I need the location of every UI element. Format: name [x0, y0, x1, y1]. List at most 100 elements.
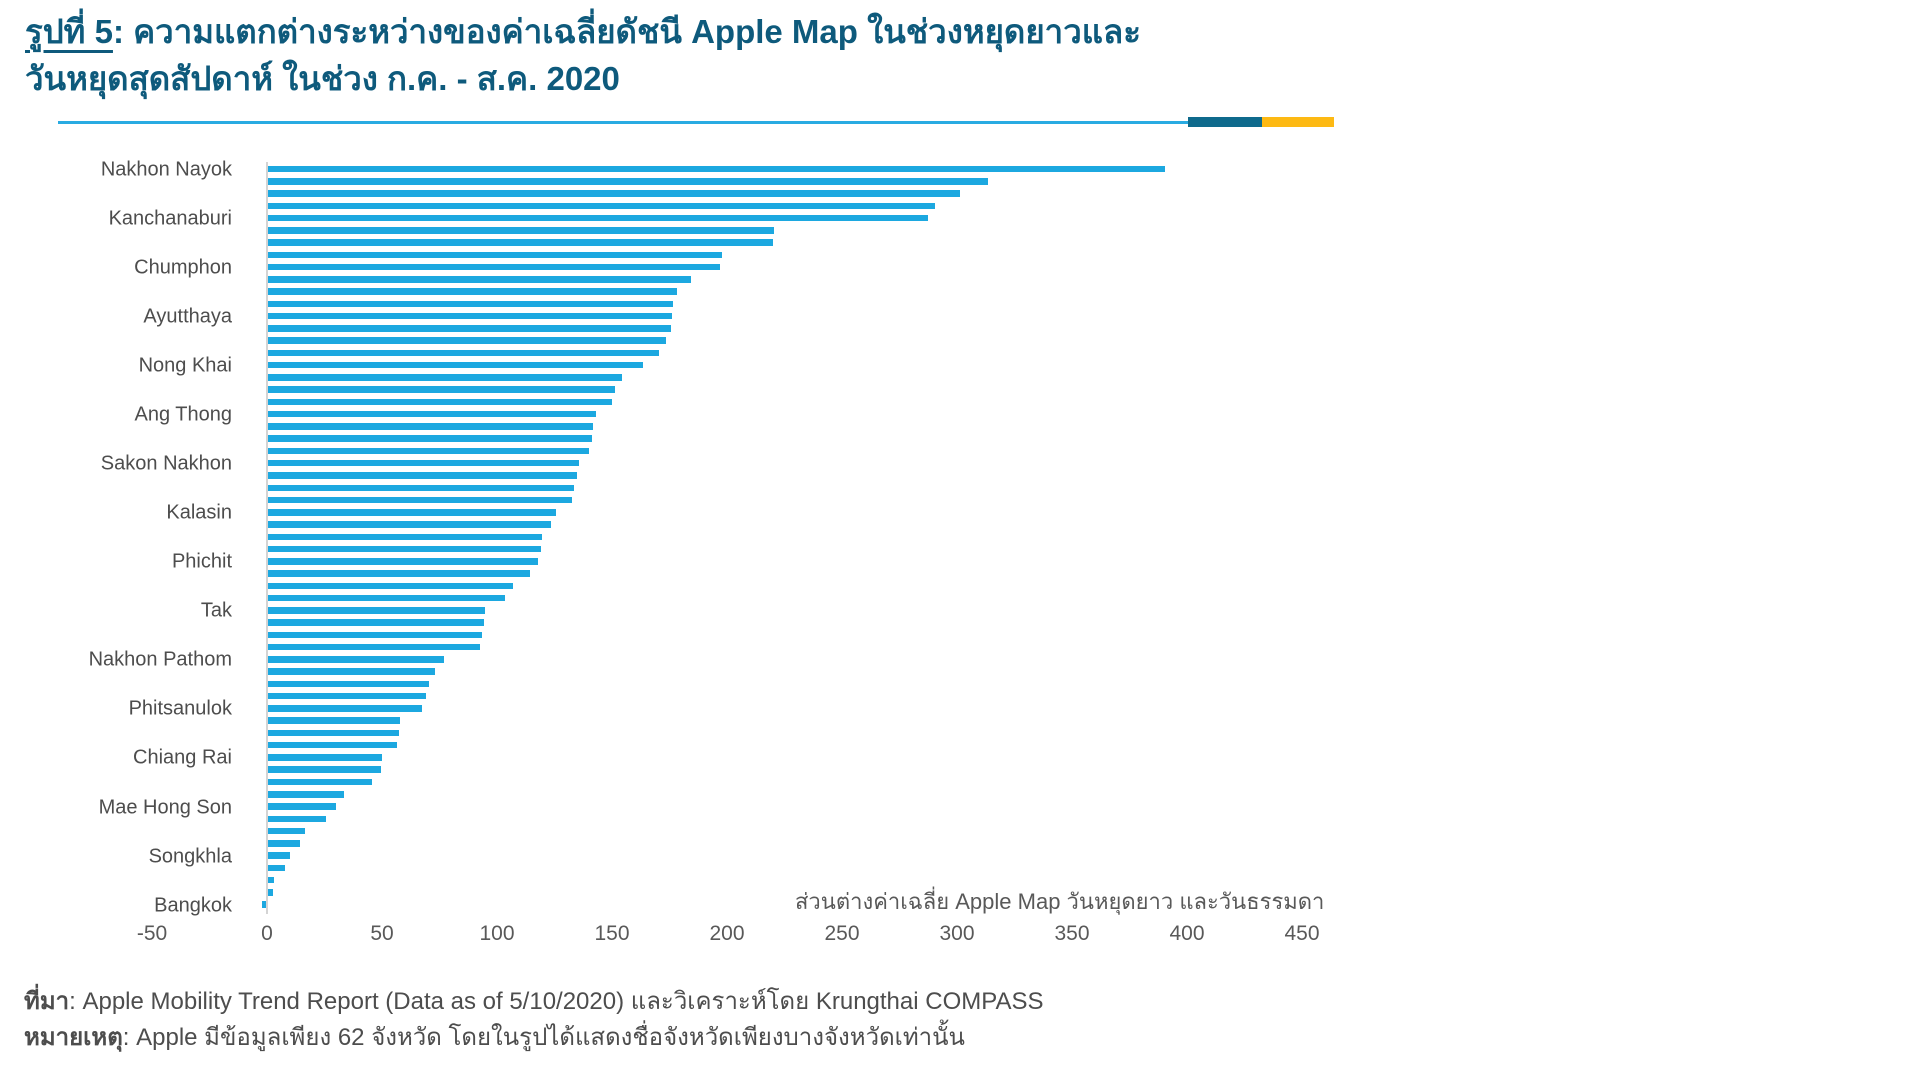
- header-rule-light-segment: [58, 120, 1188, 124]
- bar: [268, 447, 589, 455]
- category-label: Sakon Nakhon: [100, 452, 232, 475]
- bar: [268, 300, 673, 308]
- bar: [268, 582, 513, 590]
- figure-title-line1: : ความแตกต่างระหว่างของค่าเฉลี่ยดัชนี Ap…: [112, 13, 1141, 50]
- header-rule-yellow-segment: [1262, 117, 1334, 127]
- category-label: Ayutthaya: [143, 305, 232, 328]
- x-tick-label: 150: [594, 922, 630, 945]
- x-axis-annotation: ส่วนต่างค่าเฉลี่ย Apple Map วันหยุดยาว แ…: [795, 889, 1325, 914]
- source-label: ที่มา: [24, 988, 70, 1015]
- bar: [268, 558, 539, 565]
- bar: [268, 864, 286, 872]
- x-tick-label: -50: [136, 922, 168, 945]
- bar: [268, 876, 274, 884]
- x-tick-label: 50: [370, 922, 394, 945]
- category-label: Mae Hong Son: [98, 796, 232, 819]
- bar: [268, 889, 273, 896]
- bar: [268, 852, 290, 859]
- source-text: : Apple Mobility Trend Report (Data as o…: [69, 988, 1044, 1015]
- category-label: Tak: [200, 599, 232, 622]
- bar: [268, 778, 372, 786]
- bar: [268, 251, 723, 259]
- category-label: Nong Khai: [138, 354, 232, 377]
- source-line: ที่มา: Apple Mobility Trend Report (Data…: [24, 984, 1524, 1020]
- bar: [268, 741, 397, 749]
- bar: [268, 570, 531, 577]
- category-label: Chumphon: [134, 256, 232, 279]
- figure-title-line2: วันหยุดสุดสัปดาห์ ในช่วง ก.ค. - ส.ค. 202…: [25, 60, 620, 97]
- bar: [268, 349, 659, 357]
- bar: [268, 325, 671, 332]
- note-line: หมายเหตุ: Apple มีข้อมูลเพียง 62 จังหวัด…: [24, 1020, 1524, 1056]
- bar: [268, 276, 692, 283]
- category-label: Nakhon Nayok: [100, 158, 232, 181]
- bar: [268, 472, 578, 479]
- bar: [268, 239, 773, 246]
- bar: [268, 202, 935, 210]
- category-label: Nakhon Pathom: [88, 648, 232, 671]
- bar: [268, 398, 612, 406]
- category-label: Chiang Rai: [133, 746, 232, 769]
- x-tick-label: 300: [939, 922, 975, 945]
- figure-number: รูปที่ 5: [25, 13, 113, 50]
- bar: [268, 386, 616, 393]
- bar: [268, 410, 596, 418]
- bar: [268, 190, 961, 197]
- bar: [268, 509, 556, 516]
- figure-title: รูปที่ 5: ความแตกต่างระหว่างของค่าเฉลี่ย…: [25, 8, 1445, 102]
- bar: [268, 692, 426, 700]
- bar: [268, 594, 505, 602]
- bar: [268, 668, 435, 675]
- bar: [268, 545, 541, 553]
- category-label: Kalasin: [166, 501, 232, 524]
- bar: [268, 827, 305, 835]
- category-label: Bangkok: [154, 894, 232, 917]
- bar: [268, 766, 381, 773]
- category-labels: Nakhon Nayok Kanchanaburi Chumphon Ayutthay…: [0, 158, 233, 920]
- bar: [262, 901, 266, 908]
- bar: [268, 754, 382, 761]
- x-tick-label: 0: [261, 922, 273, 945]
- bar: [268, 263, 720, 271]
- bar: [268, 435, 593, 442]
- bar: [268, 361, 643, 369]
- bar: [268, 227, 774, 234]
- category-label: Songkhla: [148, 845, 232, 868]
- bar: [268, 214, 929, 222]
- x-tick-label: 250: [824, 922, 860, 945]
- bar: [268, 656, 444, 663]
- bar: [268, 680, 429, 688]
- bar: [268, 423, 594, 430]
- bar: [268, 607, 486, 614]
- x-tick-label: 350: [1054, 922, 1090, 945]
- bar: [268, 840, 301, 847]
- bar: [268, 521, 551, 528]
- x-axis-ticks: -50 0 50 100 150 200 250 300 350 400 450: [0, 922, 1928, 952]
- x-tick-label: 200: [709, 922, 745, 945]
- y-axis-line: [266, 162, 268, 914]
- note-text: : Apple มีข้อมูลเพียง 62 จังหวัด โดยในรู…: [122, 1024, 965, 1051]
- category-label: Kanchanaburi: [108, 207, 232, 230]
- x-tick-label: 100: [479, 922, 515, 945]
- x-tick-label: 400: [1169, 922, 1205, 945]
- bar: [268, 533, 542, 541]
- bar: [268, 484, 574, 491]
- category-label: Phitsanulok: [128, 697, 232, 720]
- category-label: Phichit: [171, 550, 232, 573]
- bar: [268, 729, 400, 737]
- bar: [268, 288, 678, 295]
- bars-area: [0, 160, 1928, 960]
- bar: [268, 337, 666, 344]
- source-note-block: ที่มา: Apple Mobility Trend Report (Data…: [24, 984, 1524, 1056]
- x-tick-label: 450: [1284, 922, 1320, 945]
- bar: [268, 619, 485, 626]
- bar: [268, 312, 672, 320]
- note-label: หมายเหตุ: [24, 1024, 123, 1051]
- header-rule: [58, 117, 1334, 127]
- category-label: Ang Thong: [134, 403, 233, 426]
- bar: [268, 374, 623, 381]
- bar: [268, 631, 482, 639]
- bar: [268, 803, 336, 810]
- bar: [268, 815, 326, 823]
- bar: [268, 643, 480, 651]
